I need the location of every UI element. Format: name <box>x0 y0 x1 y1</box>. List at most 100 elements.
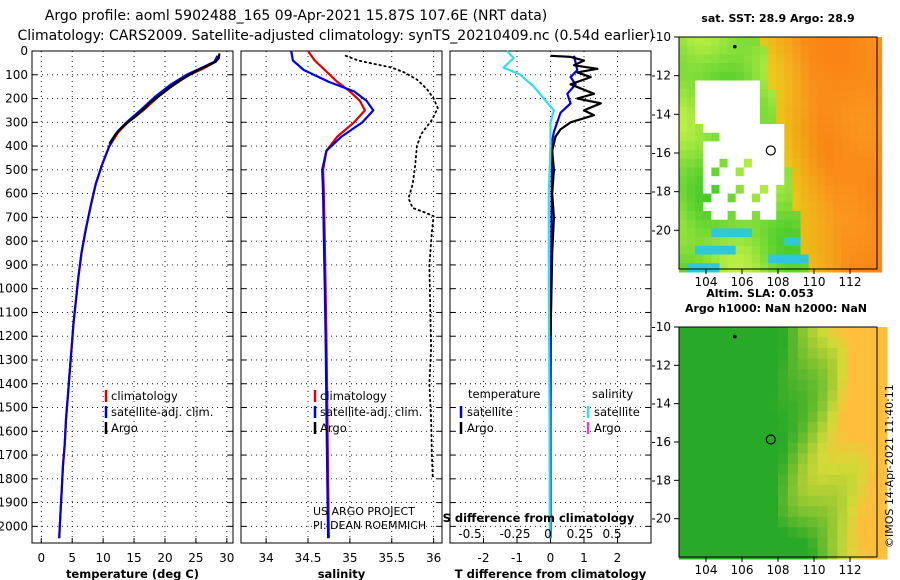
argo-position-marker <box>765 434 776 445</box>
map-cell <box>688 495 700 507</box>
map-cell <box>800 228 810 238</box>
map-cell <box>807 348 819 360</box>
map-cell <box>787 348 799 360</box>
depth-tick-label: 800 <box>5 234 28 248</box>
map-cell <box>832 80 842 90</box>
map-cell <box>718 516 730 528</box>
map-cell <box>807 548 819 560</box>
map-cell <box>776 167 785 177</box>
map-cell <box>865 80 874 90</box>
map-cell <box>841 141 850 151</box>
map-cell <box>817 400 829 412</box>
map-cell <box>817 506 829 518</box>
map-cell <box>727 71 737 82</box>
map-cell <box>857 150 866 160</box>
x-tick-label: 36 <box>426 551 441 565</box>
map-cell <box>867 453 878 465</box>
map-cell <box>687 45 696 55</box>
map-cell <box>727 193 737 203</box>
map-cell <box>873 158 883 169</box>
map-cell <box>873 106 883 116</box>
map-cell <box>847 400 858 412</box>
map-cell <box>816 167 826 177</box>
map-cell <box>768 184 777 195</box>
map-cell <box>776 80 785 90</box>
map-cell <box>827 400 838 412</box>
map-cell <box>865 228 874 238</box>
map-cell <box>784 228 793 238</box>
map-cell <box>800 115 810 125</box>
map-cell <box>743 254 753 264</box>
map-cell <box>758 379 769 391</box>
map-cell <box>703 245 712 256</box>
map-cell <box>738 348 749 360</box>
map-cell <box>698 453 710 465</box>
map-cell <box>719 45 729 55</box>
map-cell <box>808 89 818 99</box>
depth-tick-label: 1900 <box>0 496 28 510</box>
map-cell <box>735 219 745 229</box>
map-cell <box>816 184 826 195</box>
map-cell <box>768 400 779 412</box>
map-cell <box>679 369 690 381</box>
map-cell <box>735 45 745 55</box>
map-cell <box>865 71 874 82</box>
map-cell <box>817 474 829 486</box>
map-cell <box>808 167 818 177</box>
map-cell <box>778 537 789 549</box>
map-cell <box>787 400 799 412</box>
map-cell <box>877 495 888 507</box>
map-cell <box>735 80 745 90</box>
map-y-tick-label: -20 <box>651 512 671 526</box>
map-cell <box>832 124 842 134</box>
map-cell <box>738 411 749 423</box>
map-cell <box>687 80 696 90</box>
map-cell <box>719 97 729 108</box>
map-cell <box>787 506 799 518</box>
map-cell <box>841 132 850 142</box>
map-cell <box>735 132 745 142</box>
map-cell <box>849 237 858 247</box>
map-cell <box>824 97 834 108</box>
s-tick-label: 0.5 <box>602 527 621 541</box>
map-cell <box>847 516 858 528</box>
map-cell <box>708 400 720 412</box>
map-cell <box>768 245 777 256</box>
map-cell <box>695 54 704 64</box>
map-cell <box>768 263 777 273</box>
map-cell <box>743 263 753 273</box>
map-cell <box>800 167 810 177</box>
map-cell <box>867 337 878 349</box>
map-cell <box>832 254 842 264</box>
map-cell <box>792 106 802 116</box>
map-cell <box>695 245 704 256</box>
map-cell <box>738 495 749 507</box>
map-cell <box>873 54 883 64</box>
map-cell <box>837 348 848 360</box>
map-cell <box>768 485 779 497</box>
map-cell <box>857 141 866 151</box>
map-cell <box>703 202 712 212</box>
map-cell <box>847 421 858 433</box>
map-cell <box>751 132 761 142</box>
map-cell <box>816 245 826 256</box>
map-cell <box>849 263 858 273</box>
map-cell <box>748 527 759 539</box>
series-argo <box>108 53 221 145</box>
x-tick-label: -1 <box>511 551 523 565</box>
map-cell <box>817 516 829 528</box>
map-cell <box>679 219 688 229</box>
map-cell <box>695 193 704 203</box>
map-cell <box>877 464 888 476</box>
map-cell <box>760 158 769 169</box>
map-cell <box>849 184 858 195</box>
map-cell <box>847 348 858 360</box>
map-cell <box>841 71 850 82</box>
map-cell <box>708 390 720 402</box>
map-cell <box>719 211 729 221</box>
map-cell <box>719 245 729 256</box>
map-cell <box>787 327 799 339</box>
map-cell <box>841 202 850 212</box>
map-cell <box>679 443 690 455</box>
map-cell <box>760 124 769 134</box>
